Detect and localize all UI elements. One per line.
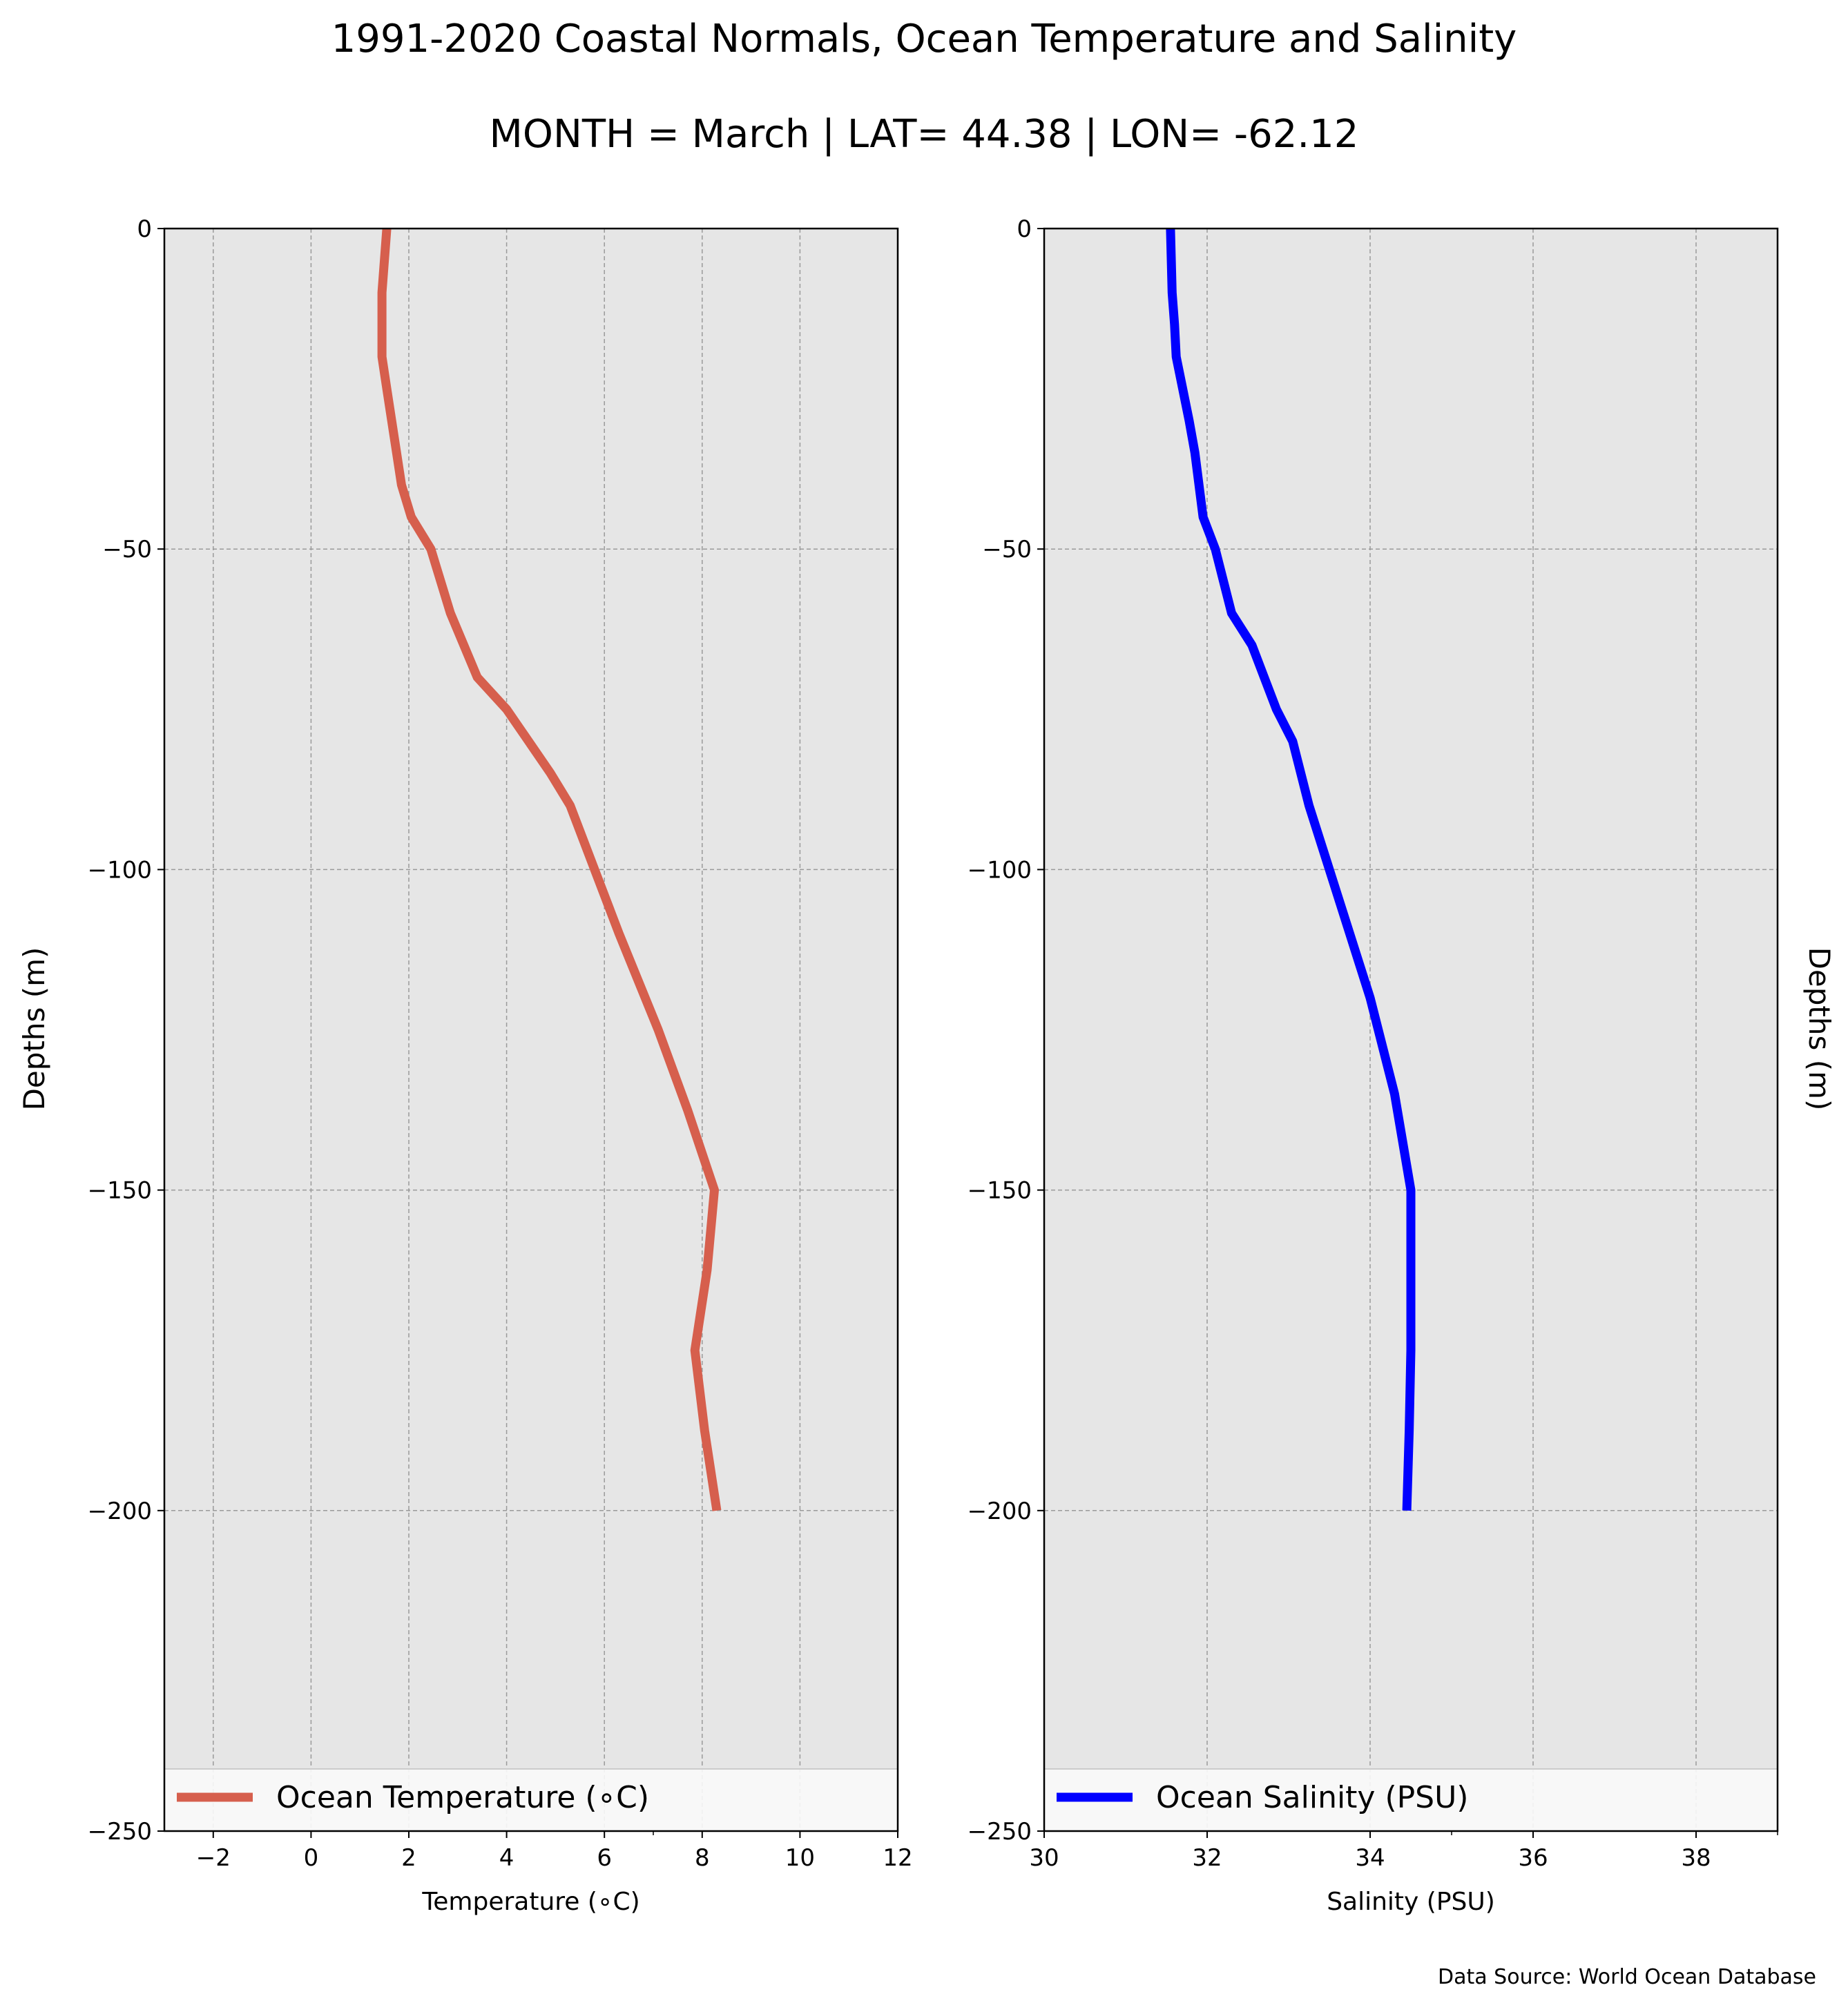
temperature-x-tick-label: 10 [785,1844,815,1872]
chart-title: 1991-2020 Coastal Normals, Ocean Tempera… [331,17,1517,61]
temperature-x-tick-label: 2 [401,1844,416,1872]
temperature-y-tick-label: −150 [88,1177,152,1205]
temperature-series [377,228,722,1511]
salinity-x-tick-label: 36 [1518,1844,1548,1872]
temperature-grid [164,229,898,1831]
chart-subtitle: MONTH = March | LAT= 44.38 | LON= -62.12 [490,112,1359,157]
temperature-series-line [377,228,722,1511]
salinity-y-tick-label: 0 [1017,215,1032,243]
salinity-y-tick-label: −150 [968,1177,1032,1205]
temperature-y-tick-label: −250 [88,1818,152,1846]
salinity-y-tick-label: −200 [968,1498,1032,1525]
salinity-plot-frame [1043,227,1779,1832]
salinity-x-tick-label: 34 [1355,1844,1385,1872]
salinity-legend-label: Ocean Salinity (PSU) [1156,1780,1468,1815]
salinity-series-line [1166,228,1416,1511]
data-source-note: Data Source: World Ocean Database [1438,1965,1816,1989]
salinity-y-tick-label: −50 [982,536,1032,563]
temperature-panel: Ocean Temperature (∘C) −2 0 2 4 6 8 10 12 0 −50 −1… [17,215,913,1916]
temperature-x-axis-label: Temperature (∘C) [421,1888,639,1916]
temperature-x-tick-label: 0 [304,1844,319,1872]
salinity-y-tick-label: −250 [968,1818,1032,1846]
temperature-y-tick-label: 0 [137,215,152,243]
temperature-x-tick-label: 4 [499,1844,514,1872]
temperature-legend: Ocean Temperature (∘C) [164,1768,898,1832]
temperature-y-tick-label: −200 [88,1498,152,1525]
temperature-axes: −2 0 2 4 6 8 10 12 0 −50 −100 −150 −200 −250 [88,215,913,1872]
temperature-x-tick-label: 8 [695,1844,710,1872]
temperature-y-tick-label: −50 [102,536,152,563]
salinity-x-tick-label: 32 [1192,1844,1222,1872]
salinity-x-axis-label: Salinity (PSU) [1327,1888,1495,1916]
temperature-x-tick-label: 6 [597,1844,612,1872]
temperature-y-tick-label: −100 [88,856,152,884]
salinity-series [1166,228,1416,1511]
salinity-plot-background [1044,229,1778,1831]
salinity-x-tick-label: 38 [1681,1844,1711,1872]
salinity-y-axis-label: Depths (m) [1802,947,1836,1111]
salinity-legend: Ocean Salinity (PSU) [1043,1768,1778,1832]
salinity-x-tick-label: 30 [1029,1844,1059,1872]
temperature-plot-background [164,229,898,1831]
temperature-legend-label: Ocean Temperature (∘C) [276,1780,649,1815]
temperature-x-tick-label: −2 [196,1844,231,1872]
temperature-y-axis-label: Depths (m) [17,947,51,1111]
temperature-x-tick-label: 12 [883,1844,912,1872]
salinity-axes: 30 32 34 36 38 0 −50 −100 −150 −200 −250 [968,215,1778,1872]
salinity-y-tick-label: −100 [968,856,1032,884]
salinity-panel: Ocean Salinity (PSU) 30 32 34 36 38 0 −50 −100 −… [968,215,1836,1916]
temperature-plot-frame [163,227,899,1832]
